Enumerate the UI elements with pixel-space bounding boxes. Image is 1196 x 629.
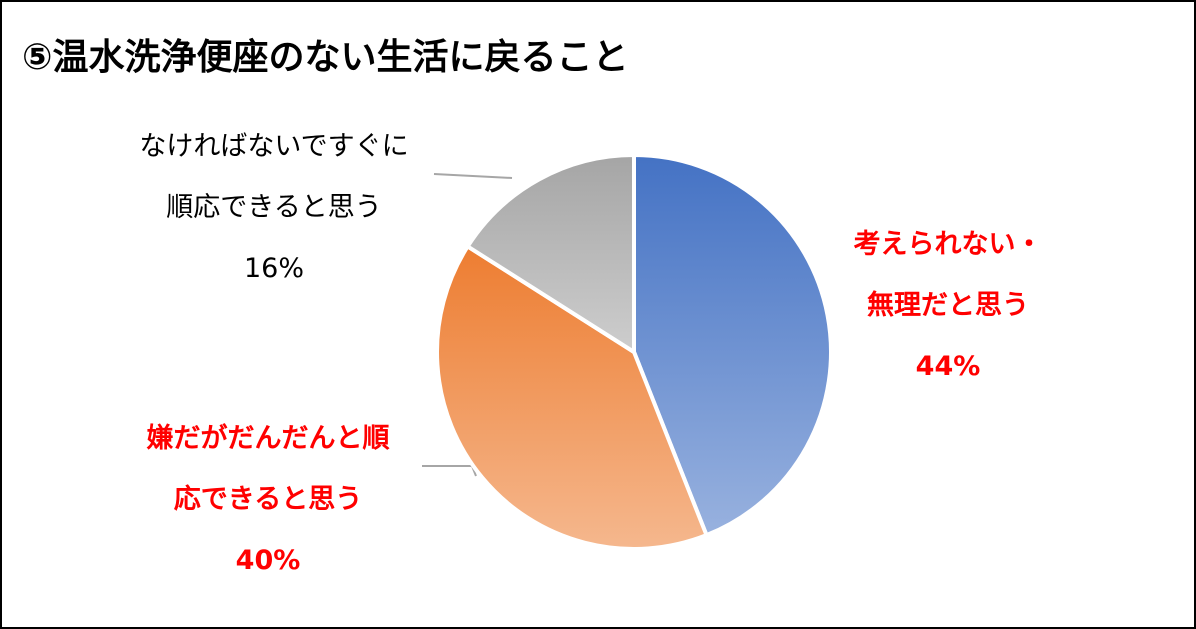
pie-slice <box>632 152 833 538</box>
category-label: なければないですぐに順応できると思う <box>139 131 409 223</box>
slice-label: なければないですぐに順応できると思う 16% <box>132 116 416 299</box>
pie-slice <box>435 243 710 551</box>
chart-title: ⑤温水洗浄便座のない生活に戻ること <box>22 37 629 78</box>
value-label: 44% <box>915 351 981 382</box>
slice-label: 考えられない・無理だと思う 44% <box>850 214 1046 397</box>
slice-label: 嫌だがだんだんと順応できると思う 40% <box>142 408 394 591</box>
category-label: 嫌だがだんだんと順応できると思う <box>146 423 390 515</box>
value-label: 40% <box>235 545 301 576</box>
pie-slice <box>464 152 636 356</box>
leader-line <box>433 173 513 179</box>
value-label: 16% <box>243 253 304 284</box>
category-label: 考えられない・無理だと思う <box>853 229 1043 321</box>
